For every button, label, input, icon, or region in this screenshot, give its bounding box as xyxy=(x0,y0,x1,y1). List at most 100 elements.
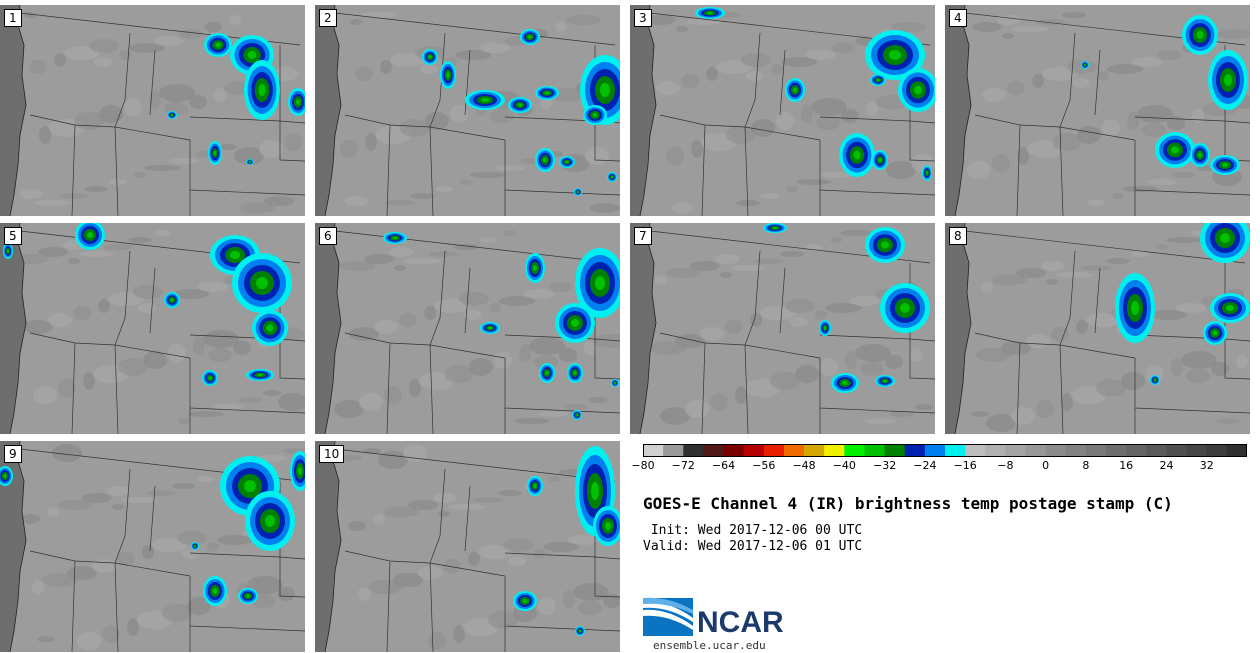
map-panel-5: 5 xyxy=(0,223,305,434)
terrain-texture xyxy=(438,511,450,517)
state-border xyxy=(1016,342,1021,434)
terrain-texture xyxy=(345,196,369,206)
terrain-texture xyxy=(384,386,402,404)
map-panel-10: 10 xyxy=(315,441,620,652)
terrain-texture xyxy=(340,140,358,158)
terrain-texture xyxy=(252,594,276,608)
terrain-texture xyxy=(681,74,699,88)
cloud-contour xyxy=(392,236,398,240)
terrain-texture xyxy=(830,237,842,243)
terrain-texture xyxy=(37,636,55,642)
map-panel-4: 4 xyxy=(945,5,1250,216)
terrain-texture xyxy=(358,587,370,601)
terrain-texture xyxy=(831,43,855,53)
ocean-shading xyxy=(0,5,26,216)
colorbar-swatch xyxy=(1085,444,1107,457)
terrain-texture xyxy=(247,576,283,594)
state-border xyxy=(149,267,156,334)
terrain-texture xyxy=(1017,147,1029,165)
colorbar-swatch xyxy=(1166,444,1188,457)
terrain-texture xyxy=(188,411,224,417)
terrain-texture xyxy=(207,542,219,552)
state-border xyxy=(779,49,786,116)
terrain-texture xyxy=(805,244,823,250)
terrain-texture xyxy=(214,88,226,102)
terrain-texture xyxy=(1052,133,1082,151)
terrain-texture xyxy=(238,397,262,403)
logo-url: ensemble.ucar.edu xyxy=(653,639,766,652)
terrain-texture xyxy=(1086,313,1122,327)
state-border xyxy=(114,250,131,434)
terrain-texture xyxy=(378,451,408,469)
terrain-texture xyxy=(706,67,718,81)
terrain-texture xyxy=(685,400,709,418)
terrain-texture xyxy=(741,53,771,67)
terrain-texture xyxy=(264,196,294,206)
colorbar-tick-label: 8 xyxy=(1082,459,1090,472)
terrain-texture xyxy=(885,355,903,369)
terrain-texture xyxy=(219,144,237,150)
terrain-texture xyxy=(840,230,876,236)
map-canvas xyxy=(630,5,935,216)
terrain-texture xyxy=(720,272,732,278)
cloud-contour xyxy=(1224,74,1232,86)
terrain-texture xyxy=(1151,310,1187,320)
state-border xyxy=(974,114,1136,141)
terrain-texture xyxy=(760,306,796,320)
terrain-texture xyxy=(1032,74,1044,88)
cloud-contour xyxy=(446,72,450,78)
colorbar-swatch xyxy=(643,444,664,457)
terrain-texture xyxy=(173,289,209,299)
ocean-shading xyxy=(315,5,341,216)
cloud-contour xyxy=(247,51,257,59)
terrain-texture xyxy=(578,601,602,615)
ocean-shading xyxy=(945,223,971,434)
panel-number: 2 xyxy=(319,9,337,27)
colorbar-swatch xyxy=(683,444,704,457)
state-border xyxy=(1059,250,1076,434)
terrain-texture xyxy=(349,327,379,341)
terrain-texture xyxy=(850,296,880,306)
state-border xyxy=(701,342,706,434)
terrain-texture xyxy=(179,29,203,39)
terrain-texture xyxy=(1016,268,1046,278)
terrain-texture xyxy=(277,587,295,601)
terrain-texture xyxy=(468,552,480,566)
terrain-texture xyxy=(564,404,588,410)
colorbar-tick-label: 32 xyxy=(1199,459,1214,472)
terrain-texture xyxy=(424,306,436,320)
map-canvas xyxy=(315,5,620,216)
terrain-texture xyxy=(92,559,116,573)
terrain-texture xyxy=(971,411,989,417)
ocean-shading xyxy=(0,223,26,434)
coastline xyxy=(9,441,27,652)
terrain-texture xyxy=(364,254,394,264)
cloud-contour xyxy=(1131,301,1139,315)
terrain-texture xyxy=(589,397,607,403)
terrain-texture xyxy=(539,411,569,417)
cloud-contour xyxy=(7,249,9,253)
terrain-texture xyxy=(108,292,144,306)
terrain-texture xyxy=(795,365,819,383)
terrain-texture xyxy=(1056,272,1092,278)
terrain-texture xyxy=(1097,71,1109,81)
terrain-texture xyxy=(117,552,135,566)
cloud-contour xyxy=(1212,330,1218,336)
terrain-texture xyxy=(761,193,779,199)
panel-number: 8 xyxy=(949,227,967,245)
terrain-texture xyxy=(428,632,446,650)
colorbar-tick-label: −8 xyxy=(997,459,1014,472)
terrain-texture xyxy=(730,265,766,271)
colorbar-border xyxy=(643,444,1247,457)
terrain-texture xyxy=(348,521,366,531)
terrain-texture xyxy=(434,299,470,313)
state-border xyxy=(29,332,191,359)
cloud-contour xyxy=(579,630,581,632)
colorbar-tick-label: −24 xyxy=(913,459,937,472)
terrain-texture xyxy=(1176,303,1206,313)
ncar-logo-icon xyxy=(643,597,693,636)
terrain-texture xyxy=(1121,372,1145,390)
state-border xyxy=(334,12,616,46)
terrain-texture xyxy=(1127,112,1139,130)
state-border xyxy=(1094,49,1101,116)
